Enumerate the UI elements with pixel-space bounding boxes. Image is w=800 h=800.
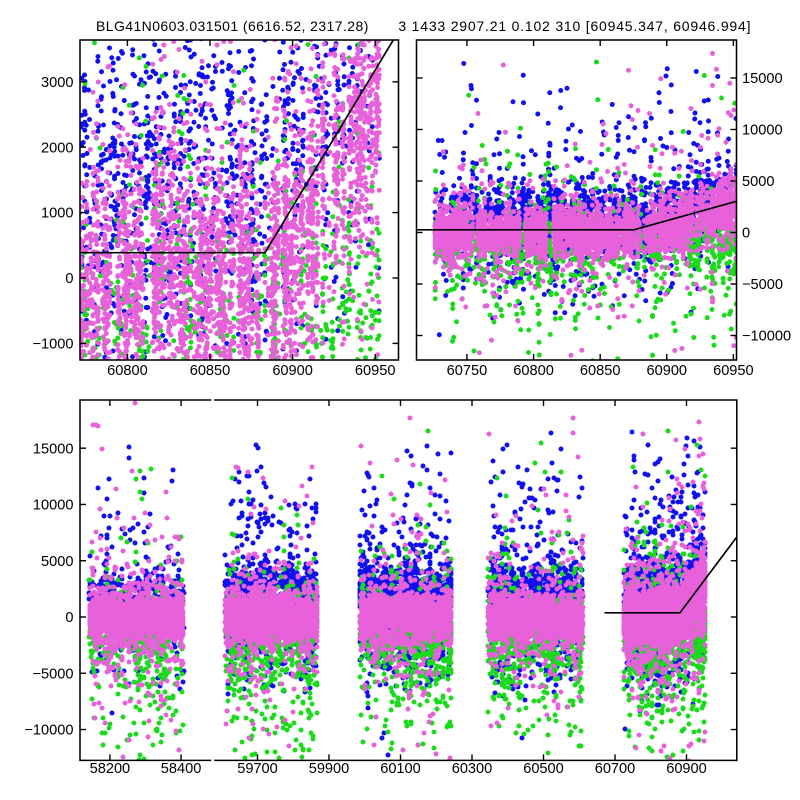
svg-text:−5000: −5000 [742,277,783,293]
svg-text:60950: 60950 [355,363,396,379]
svg-text:15000: 15000 [33,441,74,457]
svg-text:3000: 3000 [41,75,73,91]
svg-text:0: 0 [742,226,750,242]
svg-text:5000: 5000 [742,174,774,190]
svg-text:−5000: −5000 [33,666,74,682]
svg-text:10000: 10000 [33,498,74,514]
svg-text:−1000: −1000 [33,337,74,353]
svg-text:−10000: −10000 [742,329,791,345]
svg-text:58200: 58200 [90,761,131,777]
svg-text:59900: 59900 [309,761,350,777]
svg-text:60850: 60850 [190,363,231,379]
svg-text:60500: 60500 [523,761,564,777]
svg-text:60750: 60750 [447,363,488,379]
svg-text:BLG41N0603.031501 (6616.52, 23: BLG41N0603.031501 (6616.52, 2317.28) [96,18,369,34]
svg-text:58400: 58400 [161,761,202,777]
svg-text:60300: 60300 [452,761,493,777]
svg-text:3 1433 2907.21 0.102 310 [6094: 3 1433 2907.21 0.102 310 [60945.347, 609… [398,18,751,34]
svg-text:2000: 2000 [41,140,73,156]
svg-text:0: 0 [65,271,73,287]
svg-text:15000: 15000 [742,71,783,87]
svg-text:10000: 10000 [742,123,783,139]
svg-text:60900: 60900 [666,761,707,777]
svg-text:60900: 60900 [646,363,687,379]
svg-text:60950: 60950 [713,363,754,379]
svg-text:−10000: −10000 [24,723,73,739]
svg-text:60800: 60800 [107,363,148,379]
svg-text:60100: 60100 [380,761,421,777]
svg-text:60700: 60700 [595,761,636,777]
svg-text:1000: 1000 [41,206,73,222]
svg-text:59700: 59700 [237,761,278,777]
svg-text:5000: 5000 [41,554,73,570]
svg-text:60850: 60850 [580,363,621,379]
svg-text:0: 0 [65,610,73,626]
svg-text:60900: 60900 [272,363,313,379]
svg-text:60800: 60800 [513,363,554,379]
